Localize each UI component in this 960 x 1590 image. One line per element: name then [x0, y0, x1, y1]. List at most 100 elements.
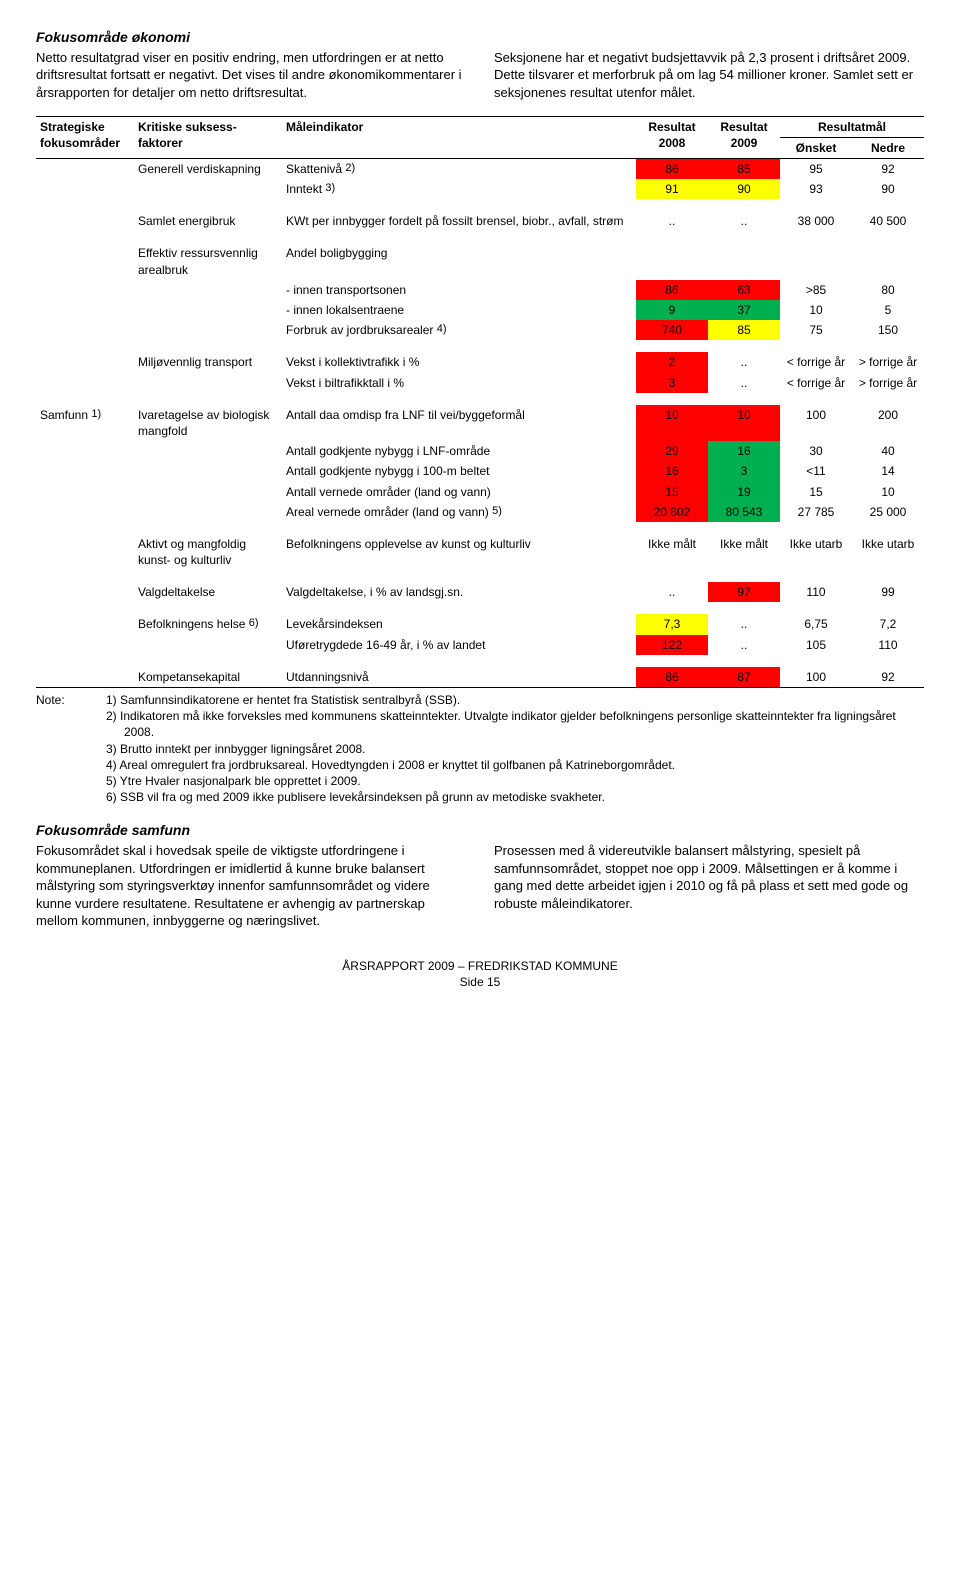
table-cell: Levekårsindeksen	[282, 614, 636, 634]
table-cell: Ikke utarb	[852, 534, 924, 570]
table-cell: < forrige år	[780, 373, 852, 393]
table-cell: 15	[780, 482, 852, 502]
table-cell: 3	[636, 373, 708, 393]
table-cell	[36, 582, 134, 602]
table-cell: 63	[708, 280, 780, 300]
table-cell: ..	[708, 614, 780, 634]
table-cell: Samfunn 1)	[36, 405, 134, 441]
table-cell: 86	[636, 280, 708, 300]
table-cell: 7,3	[636, 614, 708, 634]
table-cell: Antall vernede områder (land og vann)	[282, 482, 636, 502]
table-cell: Valgdeltakelse	[134, 582, 282, 602]
table-cell	[134, 300, 282, 320]
table-cell: Aktivt og mangfoldig kunst- og kulturliv	[134, 534, 282, 570]
table-cell: Ikke målt	[708, 534, 780, 570]
table-cell: 95	[780, 158, 852, 179]
table-row: Effektiv ressursvennlig arealbrukAndel b…	[36, 243, 924, 279]
outro-left: Fokusområdet skal i hovedsak speile de v…	[36, 842, 466, 930]
table-cell: Samlet energibruk	[134, 211, 282, 231]
table-cell: 80 543	[708, 502, 780, 522]
table-row: Generell verdiskapningSkattenivå 2)86859…	[36, 158, 924, 179]
intro-right: Seksjonene har et negativt budsjettavvik…	[494, 49, 924, 102]
outro-columns: Fokusområdet skal i hovedsak speile de v…	[36, 842, 924, 930]
section-title-okonomi: Fokusområde økonomi	[36, 28, 924, 47]
table-cell: 3	[708, 461, 780, 481]
table-cell: ..	[708, 635, 780, 655]
th-indikator: Måleindikator	[282, 116, 636, 158]
table-cell: - innen transportsonen	[282, 280, 636, 300]
table-row: - innen transportsonen8663>8580	[36, 280, 924, 300]
table-cell	[134, 502, 282, 522]
table-cell: 37	[708, 300, 780, 320]
table-row: Befolkningens helse 6)Levekårsindeksen7,…	[36, 614, 924, 634]
table-cell	[36, 320, 134, 340]
table-cell: 105	[780, 635, 852, 655]
table-cell: 87	[708, 667, 780, 688]
table-cell: 27 785	[780, 502, 852, 522]
table-row: KompetansekapitalUtdanningsnivå868710092	[36, 667, 924, 688]
table-row: Samfunn 1)Ivaretagelse av biologisk mang…	[36, 405, 924, 441]
table-cell	[36, 243, 134, 279]
table-row: Vekst i biltrafikktall i %3..< forrige å…	[36, 373, 924, 393]
table-cell: 40 500	[852, 211, 924, 231]
table-row: Inntekt 3)91909390	[36, 179, 924, 199]
table-cell: 16	[636, 461, 708, 481]
note-items: 1) Samfunnsindikatorene er hentet fra St…	[80, 692, 924, 805]
table-cell: Ivaretagelse av biologisk mangfold	[134, 405, 282, 441]
th-resultatmal: Resultatmål	[780, 116, 924, 137]
table-cell	[36, 211, 134, 231]
table-cell: 85	[708, 158, 780, 179]
table-cell: Vekst i kollektivtrafikk i %	[282, 352, 636, 372]
footer-line2: Side 15	[36, 974, 924, 990]
table-cell: 90	[708, 179, 780, 199]
note-item: 2) Indikatoren må ikke forveksles med ko…	[80, 708, 924, 740]
table-cell: 16	[708, 441, 780, 461]
note-item: 4) Areal omregulert fra jordbruksareal. …	[80, 757, 924, 773]
table-cell: Ikke utarb	[780, 534, 852, 570]
table-row: Aktivt og mangfoldig kunst- og kulturliv…	[36, 534, 924, 570]
table-cell: 40	[852, 441, 924, 461]
table-cell: >85	[780, 280, 852, 300]
table-cell: 80	[852, 280, 924, 300]
table-cell	[134, 320, 282, 340]
table-cell: 10	[708, 405, 780, 441]
table-cell: 110	[780, 582, 852, 602]
table-cell: - innen lokalsentraene	[282, 300, 636, 320]
table-cell	[708, 243, 780, 279]
table-row: Forbruk av jordbruksarealer 4)7408575150	[36, 320, 924, 340]
table-cell: Kompetansekapital	[134, 667, 282, 688]
table-cell: Generell verdiskapning	[134, 158, 282, 179]
table-cell: 200	[852, 405, 924, 441]
table-cell: ..	[636, 582, 708, 602]
table-cell: Inntekt 3)	[282, 179, 636, 199]
table-cell: 97	[708, 582, 780, 602]
footer-line1: ÅRSRAPPORT 2009 – FREDRIKSTAD KOMMUNE	[36, 958, 924, 974]
table-header: Strategiske fokusområder Kritiske sukses…	[36, 116, 924, 158]
table-cell	[134, 179, 282, 199]
table-cell	[36, 352, 134, 372]
table-cell: 10	[852, 482, 924, 502]
table-cell: 10	[636, 405, 708, 441]
table-cell: ..	[708, 211, 780, 231]
table-cell	[36, 614, 134, 634]
table-row: Miljøvennlig transportVekst i kollektivt…	[36, 352, 924, 372]
table-cell: > forrige år	[852, 352, 924, 372]
table-cell: 38 000	[780, 211, 852, 231]
table-cell: 92	[852, 158, 924, 179]
table-row: Areal vernede områder (land og vann) 5)2…	[36, 502, 924, 522]
table-cell: 29	[636, 441, 708, 461]
note-item: 5) Ytre Hvaler nasjonalpark ble opprette…	[80, 773, 924, 789]
table-cell	[134, 280, 282, 300]
page-footer: ÅRSRAPPORT 2009 – FREDRIKSTAD KOMMUNE Si…	[36, 958, 924, 990]
table-cell: 75	[780, 320, 852, 340]
table-cell: 99	[852, 582, 924, 602]
th-fokusomrader: Strategiske fokusområder	[36, 116, 134, 158]
intro-columns: Netto resultatgrad viser en positiv endr…	[36, 49, 924, 102]
table-cell: 5	[852, 300, 924, 320]
table-cell	[36, 158, 134, 179]
table-cell: ..	[708, 352, 780, 372]
table-cell: <11	[780, 461, 852, 481]
table-cell: 25 000	[852, 502, 924, 522]
table-cell	[134, 441, 282, 461]
table-cell: 93	[780, 179, 852, 199]
